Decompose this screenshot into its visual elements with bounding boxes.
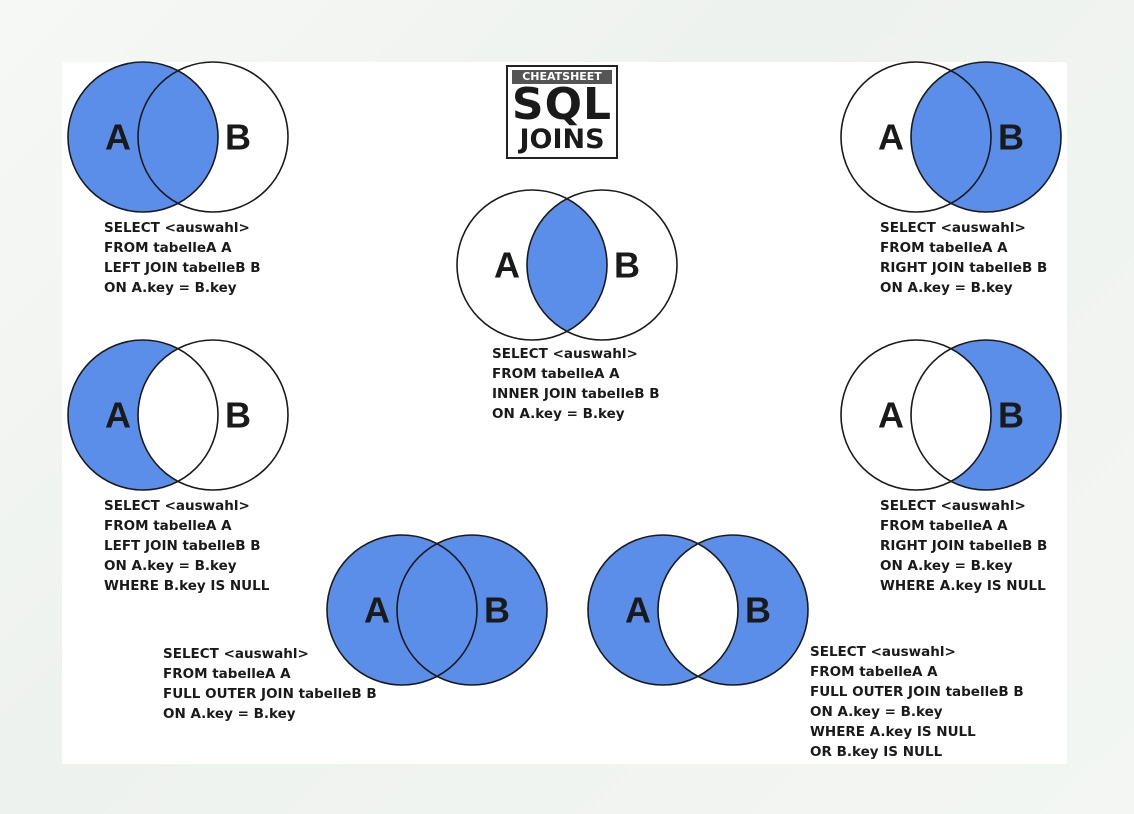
label-a: A <box>105 395 131 436</box>
circle-a-outline <box>326 534 478 686</box>
circle-a-outline <box>587 534 739 686</box>
sql-line: SELECT <auswahl> <box>104 498 250 514</box>
diagram-canvas <box>62 62 1067 764</box>
label-a: A <box>364 590 390 631</box>
venn-region-fill <box>527 198 607 332</box>
sql-line: FROM tabelleA A <box>810 664 938 680</box>
label-a: A <box>878 395 904 436</box>
label-b: B <box>998 395 1024 436</box>
sql-line: FROM tabelleA A <box>104 240 232 256</box>
circle-b-outline <box>657 534 809 686</box>
logo-subtitle: JOINS <box>519 124 605 155</box>
sql-line: ON A.key = B.key <box>492 406 625 422</box>
sql-line: WHERE A.key IS NULL <box>810 724 976 740</box>
sql-line: SELECT <auswahl> <box>880 220 1026 236</box>
circle-a-outline <box>67 61 219 213</box>
sql-line: FROM tabelleA A <box>492 366 620 382</box>
sql-line: LEFT JOIN tabelleB B <box>104 538 261 554</box>
sql-line: FROM tabelleA A <box>880 518 1008 534</box>
sql-line: FROM tabelleA A <box>880 240 1008 256</box>
sql-line: LEFT JOIN tabelleB B <box>104 260 261 276</box>
circle-a-outline <box>67 339 219 491</box>
sql-line: OR B.key IS NULL <box>810 744 943 760</box>
sql-line: ON A.key = B.key <box>810 704 943 720</box>
venn-region-fill <box>68 340 178 490</box>
label-b: B <box>745 590 771 631</box>
circle-b-outline <box>910 339 1062 491</box>
circle-a-outline <box>456 189 608 341</box>
sql-line: SELECT <auswahl> <box>880 498 1026 514</box>
label-a: A <box>878 117 904 158</box>
venn-region-fill <box>698 535 808 685</box>
venn-region-fill <box>951 340 1061 490</box>
circle-b-outline <box>137 61 289 213</box>
sql-right-join-null: SELECT <auswahl> FROM tabelleA A RIGHT J… <box>880 496 1047 596</box>
sql-line: RIGHT JOIN tabelleB B <box>880 260 1048 276</box>
label-a: A <box>105 117 131 158</box>
sql-line: RIGHT JOIN tabelleB B <box>880 538 1048 554</box>
sql-line: SELECT <auswahl> <box>163 646 309 662</box>
sql-line: INNER JOIN tabelleB B <box>492 386 660 402</box>
sql-line: SELECT <auswahl> <box>810 644 956 660</box>
venn-region-fill <box>397 535 547 685</box>
venn-region-fill <box>911 62 1061 212</box>
label-b: B <box>484 590 510 631</box>
circle-b-outline <box>396 534 548 686</box>
label-b: B <box>225 395 251 436</box>
sql-line: SELECT <auswahl> <box>492 346 638 362</box>
circle-b-outline <box>137 339 289 491</box>
sql-joins-logo: CHEATSHEET SQL JOINS <box>506 65 618 159</box>
sql-inner-join: SELECT <auswahl> FROM tabelleA A INNER J… <box>492 344 660 424</box>
logo-tag: CHEATSHEET <box>512 70 612 84</box>
sql-line: ON A.key = B.key <box>880 280 1013 296</box>
sql-line: ON A.key = B.key <box>163 706 296 722</box>
sql-line: SELECT <auswahl> <box>104 220 250 236</box>
venn-region-fill <box>588 535 698 685</box>
sql-line: ON A.key = B.key <box>880 558 1013 574</box>
sql-right-join: SELECT <auswahl> FROM tabelleA A RIGHT J… <box>880 218 1047 298</box>
label-b: B <box>998 117 1024 158</box>
sql-line: ON A.key = B.key <box>104 558 237 574</box>
sql-left-join-null: SELECT <auswahl> FROM tabelleA A LEFT JO… <box>104 496 269 596</box>
label-b: B <box>614 245 640 286</box>
sql-line: FULL OUTER JOIN tabelleB B <box>163 686 377 702</box>
label-a: A <box>494 245 520 286</box>
sql-line: FROM tabelleA A <box>163 666 291 682</box>
sql-line: FROM tabelleA A <box>104 518 232 534</box>
sql-full-outer-join-null: SELECT <auswahl> FROM tabelleA A FULL OU… <box>810 642 1024 762</box>
logo-title: SQL <box>511 79 613 130</box>
sql-line: ON A.key = B.key <box>104 280 237 296</box>
sql-line: WHERE A.key IS NULL <box>880 578 1046 594</box>
circle-a-outline <box>840 339 992 491</box>
label-a: A <box>625 590 651 631</box>
circle-b-outline <box>526 189 678 341</box>
sql-left-join: SELECT <auswahl> FROM tabelleA A LEFT JO… <box>104 218 261 298</box>
sql-full-outer-join: SELECT <auswahl> FROM tabelleA A FULL OU… <box>163 644 377 724</box>
sql-line: FULL OUTER JOIN tabelleB B <box>810 684 1024 700</box>
circle-b-outline <box>910 61 1062 213</box>
label-b: B <box>225 117 251 158</box>
circle-a-outline <box>840 61 992 213</box>
venn-region-fill <box>68 62 218 212</box>
sql-line: WHERE B.key IS NULL <box>104 578 270 594</box>
